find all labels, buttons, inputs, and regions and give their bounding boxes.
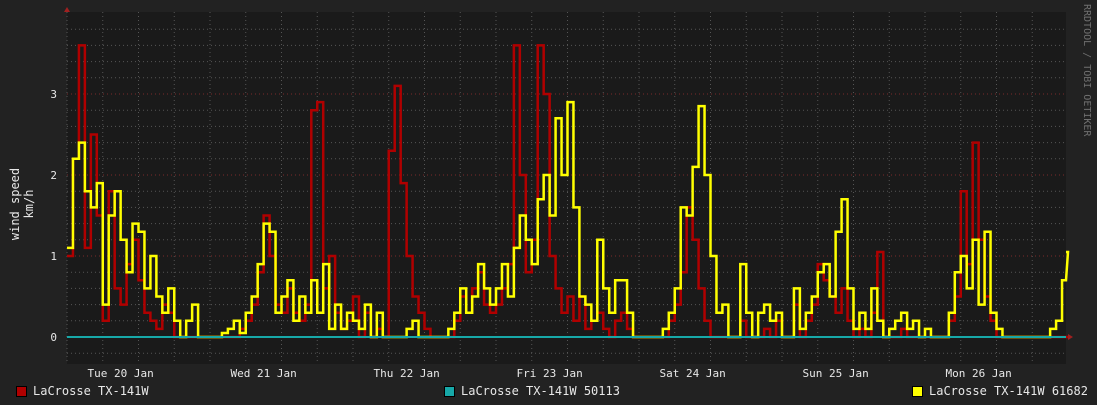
legend-swatch-red — [16, 385, 27, 397]
x-tick-label: Fri 23 Jan — [517, 367, 583, 380]
legend-item-1: LaCrosse TX-141W — [16, 384, 149, 398]
x-tick-label: Sat 24 Jan — [660, 367, 726, 380]
legend-label: LaCrosse TX-141W 50113 — [461, 384, 620, 398]
legend-item-3: LaCrosse TX-141W 61682 — [912, 384, 1088, 398]
y-tick-label: 0 — [50, 331, 57, 344]
watermark: RRDTOOL / TOBI OETIKER — [1081, 4, 1092, 137]
y-axis-arrow — [64, 7, 70, 12]
legend-label: LaCrosse TX-141W — [33, 384, 149, 398]
x-tick-label: Wed 21 Jan — [231, 367, 297, 380]
legend-swatch-yellow — [912, 385, 923, 397]
legend-item-2: LaCrosse TX-141W 50113 — [444, 384, 620, 398]
y-axis-label: wind speed km/h — [8, 167, 36, 241]
x-tick-label: Sun 25 Jan — [803, 367, 869, 380]
x-axis-arrow — [1068, 334, 1073, 340]
x-tick-label: Tue 20 Jan — [88, 367, 154, 380]
legend-label: LaCrosse TX-141W 61682 — [929, 384, 1088, 398]
series-line-3 — [67, 100, 1070, 339]
x-tick-label: Thu 22 Jan — [374, 367, 440, 380]
y-tick-label: 1 — [50, 250, 57, 263]
y-tick-label: 2 — [50, 169, 57, 182]
y-tick-label: 3 — [50, 88, 57, 101]
legend-swatch-teal — [444, 385, 455, 397]
x-tick-label: Mon 26 Jan — [946, 367, 1012, 380]
